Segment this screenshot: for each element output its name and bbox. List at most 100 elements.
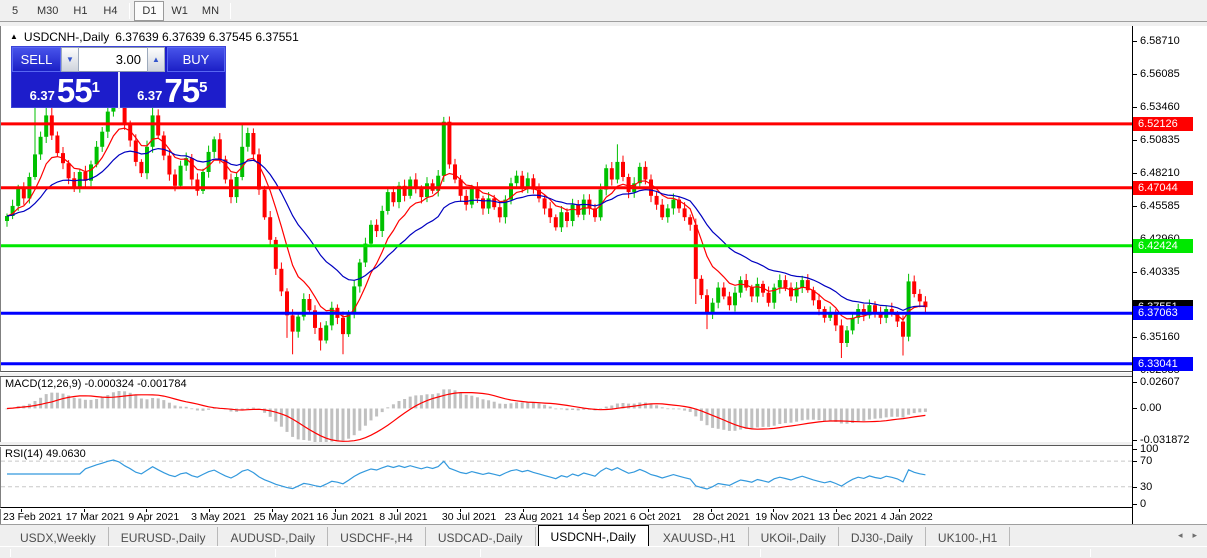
sell-price-prefix: 6.37 bbox=[29, 88, 55, 103]
timeframe-button-m30[interactable]: M30 bbox=[37, 4, 59, 17]
chart-tab-usdcnh-daily[interactable]: USDCNH-,Daily bbox=[537, 525, 649, 546]
status-separator bbox=[760, 549, 761, 557]
date-axis-tick bbox=[585, 509, 587, 512]
date-axis-label: 13 Dec 2021 bbox=[818, 511, 878, 523]
date-axis-tick bbox=[459, 509, 461, 512]
price-axis-label: -0.031872 bbox=[1140, 434, 1190, 446]
status-separator bbox=[480, 549, 481, 557]
sell-price-point: 1 bbox=[91, 79, 100, 96]
date-axis-tick bbox=[334, 509, 336, 512]
buy-button[interactable]: BUY bbox=[167, 47, 225, 72]
timeframe-button-mn[interactable]: MN bbox=[201, 4, 220, 17]
sell-price-display[interactable]: 6.37 55 1 bbox=[12, 72, 120, 108]
date-axis-tick bbox=[209, 509, 211, 512]
price-axis-label: 6.40335 bbox=[1140, 266, 1180, 278]
toolbar-separator bbox=[129, 2, 131, 19]
chart-tab-usdchf-h4[interactable]: USDCHF-,H4 bbox=[328, 527, 426, 546]
pane-splitter[interactable] bbox=[0, 442, 1132, 446]
date-axis-label: 14 Sep 2021 bbox=[567, 511, 627, 523]
collapse-trade-panel-icon[interactable]: ▲ bbox=[10, 32, 18, 41]
macd-pane[interactable]: MACD(12,26,9) -0.000324 -0.001784 bbox=[0, 377, 1132, 442]
volume-increase-button[interactable]: ▲ bbox=[147, 47, 165, 72]
date-axis-label: 6 Oct 2021 bbox=[630, 511, 682, 523]
timeframe-button-d1[interactable]: D1 bbox=[134, 0, 165, 21]
rsi-pane[interactable]: RSI(14) 49.0630 bbox=[0, 447, 1132, 508]
chart-tab-audusd-daily[interactable]: AUDUSD-,Daily bbox=[218, 527, 329, 546]
chart-tab-usdcad-daily[interactable]: USDCAD-,Daily bbox=[426, 527, 536, 546]
chart-ohlc-values: 6.37639 6.37639 6.37545 6.37551 bbox=[115, 30, 299, 44]
price-axis-tickmark bbox=[1133, 107, 1137, 108]
date-axis-tick bbox=[146, 509, 148, 512]
price-axis-tickmark bbox=[1133, 140, 1137, 141]
price-axis-label: 0.00 bbox=[1140, 402, 1162, 414]
price-axis-label: 100 bbox=[1140, 443, 1159, 455]
price-pane[interactable]: ▲ USDCNH-,Daily 6.37639 6.37639 6.37545 … bbox=[0, 26, 1132, 372]
price-axis[interactable]: 6.58710 6.56085 6.53460 6.50835 6.48210 6.455… bbox=[1132, 26, 1207, 524]
timeframe-button-h4[interactable]: H4 bbox=[103, 4, 118, 17]
date-axis[interactable]: 23 Feb 2021 17 Mar 2021 9 Apr 2021 3 May 20… bbox=[0, 509, 1132, 524]
price-axis-tickmark bbox=[1133, 504, 1137, 505]
price-axis-label: 6.56085 bbox=[1140, 68, 1180, 80]
price-axis-label: 0.02607 bbox=[1140, 376, 1180, 388]
tab-scroll-right-icon[interactable]: ▸ bbox=[1192, 530, 1197, 540]
price-axis-label: 6.35160 bbox=[1140, 331, 1180, 343]
price-axis-tickmark bbox=[1133, 272, 1137, 273]
tab-scroll-left-icon[interactable]: ◂ bbox=[1177, 530, 1183, 540]
chart-symbol-label: USDCNH-,Daily bbox=[23, 30, 110, 44]
date-axis-label: 4 Jan 2022 bbox=[880, 511, 933, 523]
date-axis-label: 28 Oct 2021 bbox=[692, 511, 750, 523]
price-axis-tickmark bbox=[1133, 449, 1137, 450]
timeframe-button-w1[interactable]: W1 bbox=[171, 4, 188, 17]
chart-tab-uk100-h1[interactable]: UK100-,H1 bbox=[926, 527, 1011, 546]
chart-tab-ukoil-daily[interactable]: UKOil-,Daily bbox=[749, 527, 839, 546]
volume-input[interactable] bbox=[79, 47, 147, 72]
buy-price-display[interactable]: 6.37 75 5 bbox=[120, 72, 226, 108]
date-axis-tick bbox=[522, 509, 524, 512]
status-separator bbox=[10, 549, 11, 557]
date-axis-tick bbox=[773, 509, 775, 512]
price-axis-tickmark bbox=[1133, 173, 1137, 174]
rsi-canvas[interactable] bbox=[1, 447, 1132, 508]
chart-title: ▲ USDCNH-,Daily 6.37639 6.37639 6.37545 … bbox=[10, 30, 299, 44]
timeframe-button-5[interactable]: 5 bbox=[11, 4, 19, 17]
sell-button[interactable]: SELL bbox=[12, 47, 61, 72]
date-axis-label: 25 May 2021 bbox=[253, 511, 315, 523]
macd-canvas[interactable] bbox=[1, 377, 1132, 442]
date-axis-tick bbox=[898, 509, 900, 512]
chart-tab-usdx-weekly[interactable]: USDX,Weekly bbox=[8, 527, 109, 546]
timeframe-button-h1[interactable]: H1 bbox=[73, 4, 88, 17]
price-axis-tickmark bbox=[1133, 440, 1137, 441]
date-axis-tick bbox=[397, 509, 399, 512]
price-axis-tickmark bbox=[1133, 487, 1137, 488]
date-axis-label: 17 Mar 2021 bbox=[65, 511, 125, 523]
price-chart-canvas[interactable] bbox=[1, 26, 1132, 372]
price-axis-label: 6.58710 bbox=[1140, 35, 1180, 47]
chart-window: ▲ USDCNH-,Daily 6.37639 6.37639 6.37545 … bbox=[0, 26, 1207, 524]
price-axis-label: 0 bbox=[1140, 498, 1147, 510]
status-separator bbox=[275, 549, 276, 557]
timeframe-toolbar: 5 M30 H1 H4 D1 W1 MN bbox=[0, 0, 1207, 22]
date-axis-label: 8 Jul 2021 bbox=[379, 511, 428, 523]
chart-tabbar: USDX,Weekly EURUSD-,Daily AUDUSD-,Daily USD… bbox=[0, 524, 1207, 546]
chart-tab-xauusd-h1[interactable]: XAUUSD-,H1 bbox=[651, 527, 749, 546]
price-axis-label: 6.48210 bbox=[1140, 167, 1180, 179]
chart-tab-eurusd-daily[interactable]: EURUSD-,Daily bbox=[109, 527, 219, 546]
status-separator bbox=[1090, 549, 1091, 557]
level-price-badge: 6.42424 bbox=[1133, 239, 1193, 253]
price-axis-tickmark bbox=[1133, 337, 1137, 338]
chart-tab-dj30-daily[interactable]: DJ30-,Daily bbox=[839, 527, 926, 546]
date-axis-tick bbox=[836, 509, 838, 512]
date-axis-label: 23 Feb 2021 bbox=[3, 511, 62, 523]
level-price-badge: 6.47044 bbox=[1133, 181, 1193, 195]
price-axis-tickmark bbox=[1133, 74, 1137, 75]
volume-decrease-button[interactable]: ▼ bbox=[61, 47, 79, 72]
macd-label: MACD(12,26,9) -0.000324 -0.001784 bbox=[5, 378, 187, 390]
date-axis-label: 19 Nov 2021 bbox=[755, 511, 815, 523]
pane-splitter[interactable] bbox=[0, 373, 1132, 377]
date-axis-tick bbox=[648, 509, 649, 512]
price-axis-label: 6.45585 bbox=[1140, 200, 1180, 212]
price-axis-label: 6.50835 bbox=[1140, 134, 1180, 146]
price-axis-tickmark bbox=[1133, 408, 1137, 409]
date-axis-label: 9 Apr 2021 bbox=[128, 511, 180, 523]
